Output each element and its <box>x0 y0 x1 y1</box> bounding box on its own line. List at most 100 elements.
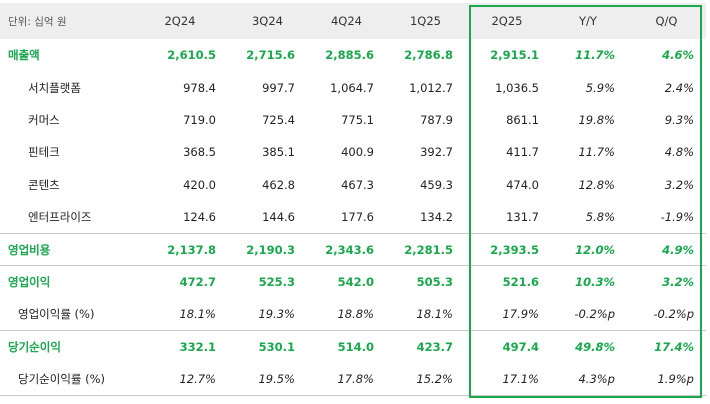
row-label: 당기순이익률 (%) <box>0 362 132 396</box>
cell-4q24: 542.0 <box>307 265 386 299</box>
row-label: 핀테크 <box>28 145 60 160</box>
cell-3q24: 530.1 <box>228 330 307 363</box>
table-row: 커머스 719.0 725.4 775.1 787.9 861.1 19.8% 9.3% <box>0 104 706 136</box>
cell-qoq: -0.2%p <box>653 307 694 322</box>
cell-3q24: 2,190.3 <box>228 232 307 266</box>
cell-1q25: 2,786.8 <box>404 48 453 63</box>
cell-qoq: 3.2% <box>627 265 706 299</box>
cell-yoy: 49.8% <box>549 330 627 363</box>
cell-2q24: 332.1 <box>132 330 228 363</box>
table-row: 영업이익 472.7 525.3 542.0 505.3 521.6 10.3% 3.2% <box>0 265 706 299</box>
cell-4q24: 2,885.6 <box>325 48 374 63</box>
cell-yoy: 5.9% <box>585 80 615 95</box>
cell-2q24: 978.4 <box>183 80 216 95</box>
cell-2q25: 1,036.5 <box>495 80 539 95</box>
table-row: 영업비용 2,137.8 2,190.3 2,343.6 2,281.5 2,393.5 1… <box>0 232 706 266</box>
cell-3q24: 144.6 <box>262 209 295 224</box>
cell-yoy: 11.7% <box>575 48 615 63</box>
cell-2q24: 124.6 <box>183 209 216 224</box>
cell-2q25: 17.1% <box>465 362 549 396</box>
column-header-4q24: 4Q24 <box>330 14 362 28</box>
cell-1q25: 392.7 <box>420 145 453 160</box>
financial-summary-table: 단위: 십억 원 2Q24 3Q24 4Q24 1Q25 2Q25 Y/Y Q/… <box>0 3 706 396</box>
table-row: 당기순이익률 (%) 12.7% 19.5% 17.8% 15.2% 17.1% 4.3%p… <box>0 362 706 396</box>
cell-1q25: 423.7 <box>386 330 465 363</box>
header-row: 단위: 십억 원 2Q24 3Q24 4Q24 1Q25 2Q25 Y/Y Q/… <box>0 3 706 39</box>
cell-4q24: 400.9 <box>341 145 374 160</box>
cell-1q25: 18.1% <box>416 307 453 322</box>
column-header-2q24: 2Q24 <box>164 14 196 28</box>
cell-4q24: 17.8% <box>307 362 386 396</box>
cell-2q25: 497.4 <box>465 330 549 363</box>
cell-3q24: 19.5% <box>228 362 307 396</box>
cell-4q24: 2,343.6 <box>307 232 386 266</box>
cell-qoq: 4.8% <box>664 145 694 160</box>
row-label: 당기순이익 <box>0 330 132 363</box>
cell-1q25: 505.3 <box>386 265 465 299</box>
column-header-yoy: Y/Y <box>579 14 597 28</box>
row-label: 서치플랫폼 <box>28 80 81 95</box>
row-label: 영업비용 <box>0 232 132 266</box>
cell-1q25: 2,281.5 <box>386 232 465 266</box>
table-row: 콘텐츠 420.0 462.8 467.3 459.3 474.0 12.8% 3.2% <box>0 169 706 201</box>
cell-3q24: 19.3% <box>258 307 295 322</box>
cell-4q24: 514.0 <box>307 330 386 363</box>
row-label: 콘텐츠 <box>28 177 60 192</box>
row-label: 영업이익률 (%) <box>18 307 95 322</box>
table-row: 엔터프라이즈 124.6 144.6 177.6 134.2 131.7 5.8% -1.9% <box>0 201 706 233</box>
cell-qoq: 2.4% <box>664 80 694 95</box>
cell-yoy: 12.0% <box>549 232 627 266</box>
cell-2q24: 368.5 <box>183 145 216 160</box>
cell-3q24: 997.7 <box>262 80 295 95</box>
cell-qoq: 4.6% <box>662 48 694 63</box>
cell-qoq: 3.2% <box>664 177 694 192</box>
column-header-1q25: 1Q25 <box>409 14 441 28</box>
cell-2q25: 861.1 <box>506 112 539 127</box>
cell-4q24: 177.6 <box>341 209 374 224</box>
table-row: 서치플랫폼 978.4 997.7 1,064.7 1,012.7 1,036.5 5.9%… <box>0 71 706 103</box>
cell-3q24: 462.8 <box>262 177 295 192</box>
cell-3q24: 385.1 <box>262 145 295 160</box>
cell-2q24: 2,610.5 <box>167 48 216 63</box>
cell-2q24: 472.7 <box>132 265 228 299</box>
cell-qoq: -1.9% <box>660 209 694 224</box>
row-label: 매출액 <box>8 48 40 63</box>
cell-2q25: 17.9% <box>502 307 539 322</box>
unit-label: 단위: 십억 원 <box>8 15 67 28</box>
row-label: 엔터프라이즈 <box>28 209 92 224</box>
cell-yoy: 4.3%p <box>549 362 627 396</box>
cell-yoy: 19.8% <box>578 112 615 127</box>
cell-2q24: 2,137.8 <box>132 232 228 266</box>
cell-1q25: 134.2 <box>420 209 453 224</box>
cell-yoy: -0.2%p <box>574 307 615 322</box>
cell-2q25: 131.7 <box>506 209 539 224</box>
cell-3q24: 2,715.6 <box>246 48 295 63</box>
column-header-2q25: 2Q25 <box>491 14 523 28</box>
table-row: 당기순이익 332.1 530.1 514.0 423.7 497.4 49.8% 17.4% <box>0 330 706 363</box>
column-header-3q24: 3Q24 <box>251 14 283 28</box>
cell-4q24: 18.8% <box>337 307 374 322</box>
cell-4q24: 467.3 <box>341 177 374 192</box>
cell-2q25: 474.0 <box>506 177 539 192</box>
cell-yoy: 12.8% <box>578 177 615 192</box>
cell-2q24: 18.1% <box>179 307 216 322</box>
cell-qoq: 1.9%p <box>627 362 706 396</box>
cell-1q25: 787.9 <box>420 112 453 127</box>
cell-2q25: 2,915.1 <box>490 48 539 63</box>
row-label: 영업이익 <box>0 265 132 299</box>
cell-qoq: 4.9% <box>627 232 706 266</box>
column-header-qoq: Q/Q <box>655 14 678 28</box>
cell-2q24: 12.7% <box>132 362 228 396</box>
cell-yoy: 5.8% <box>585 209 615 224</box>
row-label: 커머스 <box>28 112 60 127</box>
cell-2q25: 521.6 <box>465 265 549 299</box>
cell-4q24: 775.1 <box>341 112 374 127</box>
table-row: 매출액 2,610.5 2,715.6 2,885.6 2,786.8 2,915.1 11… <box>0 39 706 71</box>
cell-qoq: 9.3% <box>664 112 694 127</box>
cell-1q25: 459.3 <box>420 177 453 192</box>
cell-2q25: 2,393.5 <box>465 232 549 266</box>
cell-1q25: 15.2% <box>386 362 465 396</box>
cell-2q24: 719.0 <box>183 112 216 127</box>
cell-yoy: 11.7% <box>578 145 615 160</box>
